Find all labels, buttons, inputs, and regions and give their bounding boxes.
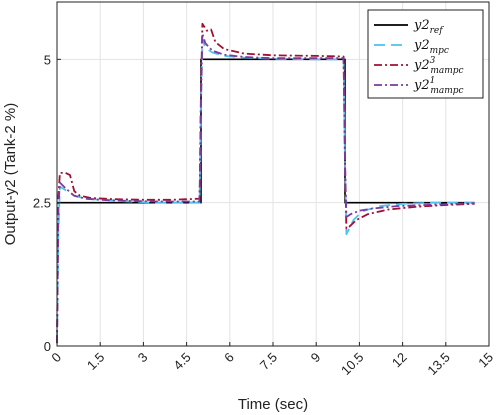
series-layer	[56, 22, 475, 344]
x-tick-label: 7.5	[257, 350, 280, 373]
y-axis-label: Output-y2 (Tank-2 %)	[2, 103, 19, 246]
series-line-4	[56, 32, 475, 344]
legend-label: y21 mampc	[413, 76, 464, 96]
series-line-3	[56, 22, 475, 344]
y-tick-label: 2.5	[33, 196, 51, 211]
x-tick-label: 3	[135, 350, 151, 366]
x-tick-label: 13.5	[424, 350, 453, 379]
y-tick-label: 0	[44, 339, 51, 354]
legend-label: y2ref	[413, 18, 444, 36]
x-tick-label: 4.5	[170, 350, 193, 373]
x-tick-label: 12	[389, 350, 410, 371]
x-tick-label: 6	[221, 350, 237, 366]
y-tick-label: 5	[44, 52, 51, 67]
legend-label: y23 mampc	[413, 56, 464, 76]
x-tick-label: 1.5	[84, 350, 107, 373]
legend-label: y2mpc	[413, 38, 449, 56]
x-tick-label: 10.5	[338, 350, 367, 379]
x-axis-label: Time (sec)	[238, 396, 308, 413]
x-tick-label: 9	[308, 350, 324, 366]
series-line-2	[56, 38, 475, 344]
x-tick-label: 15	[475, 350, 496, 371]
